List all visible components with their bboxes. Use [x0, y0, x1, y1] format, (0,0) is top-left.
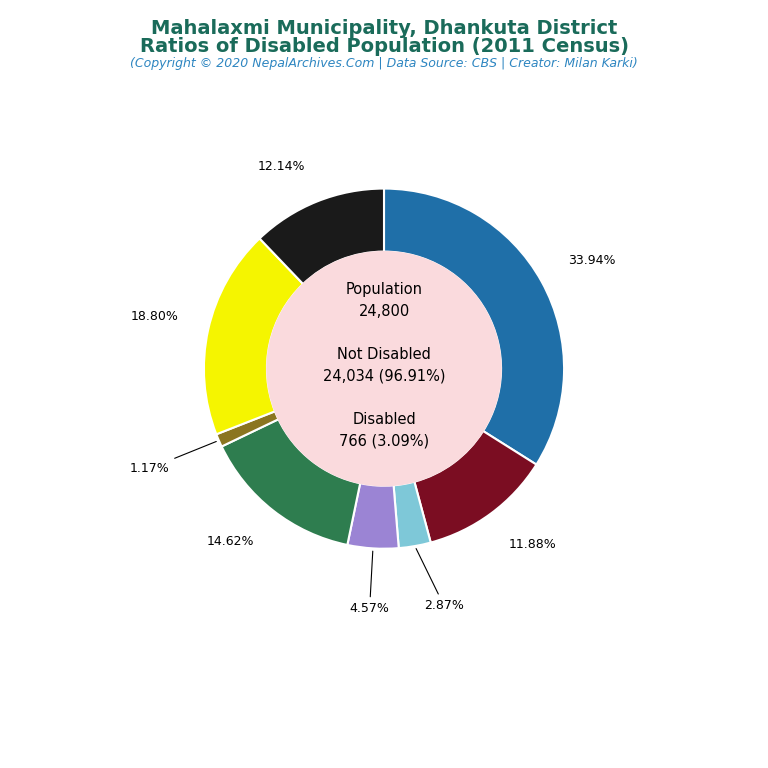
Circle shape [267, 252, 501, 485]
Text: 4.57%: 4.57% [349, 551, 389, 615]
Text: Ratios of Disabled Population (2011 Census): Ratios of Disabled Population (2011 Cens… [140, 37, 628, 56]
Text: 14.62%: 14.62% [207, 535, 254, 548]
Text: 18.80%: 18.80% [131, 310, 178, 323]
Wedge shape [217, 412, 279, 446]
Wedge shape [204, 238, 303, 434]
Wedge shape [393, 482, 431, 548]
Wedge shape [347, 483, 399, 548]
Text: Population
24,800

Not Disabled
24,034 (96.91%)

Disabled
766 (3.09%): Population 24,800 Not Disabled 24,034 (9… [323, 282, 445, 449]
Wedge shape [222, 419, 360, 545]
Wedge shape [260, 189, 384, 284]
Text: Mahalaxmi Municipality, Dhankuta District: Mahalaxmi Municipality, Dhankuta Distric… [151, 19, 617, 38]
Text: 12.14%: 12.14% [258, 160, 306, 173]
Text: 11.88%: 11.88% [509, 538, 557, 551]
Text: 33.94%: 33.94% [568, 253, 616, 266]
Text: (Copyright © 2020 NepalArchives.Com | Data Source: CBS | Creator: Milan Karki): (Copyright © 2020 NepalArchives.Com | Da… [130, 57, 638, 70]
Text: 1.17%: 1.17% [130, 442, 217, 475]
Wedge shape [384, 189, 564, 465]
Wedge shape [415, 431, 536, 542]
Text: 2.87%: 2.87% [416, 548, 464, 612]
